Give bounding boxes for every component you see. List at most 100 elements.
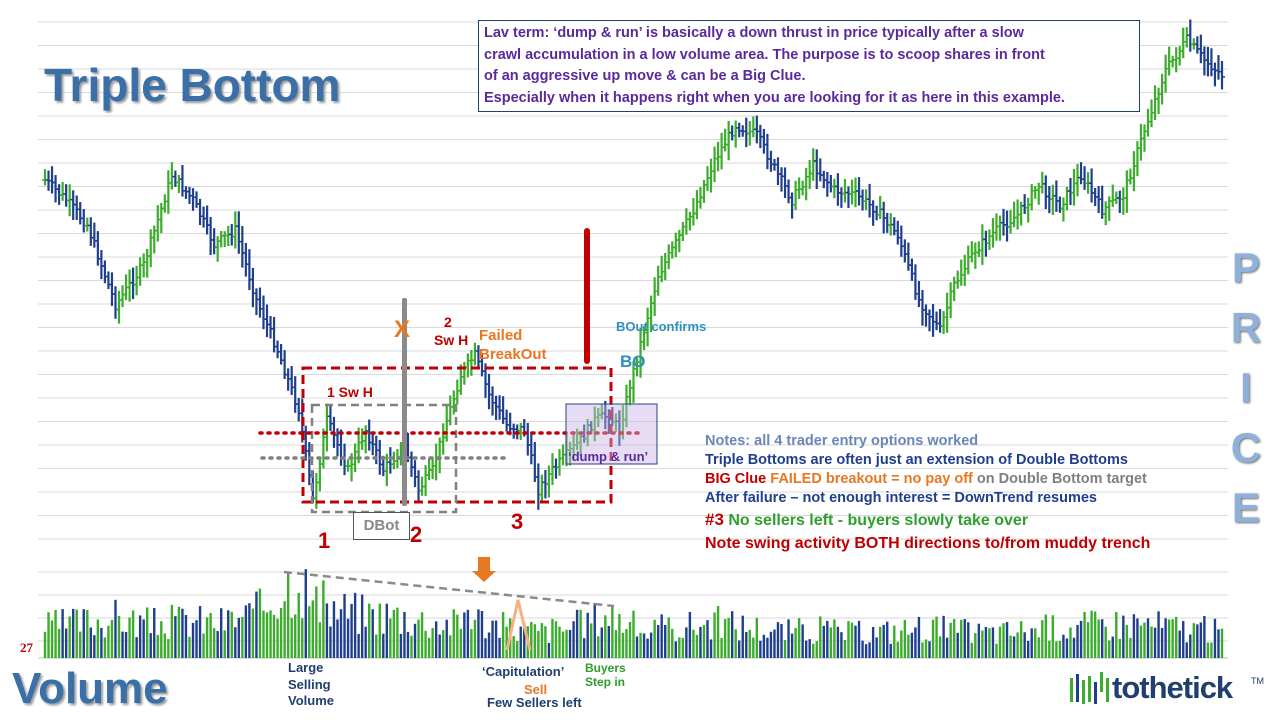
- price-bar: [961, 254, 968, 286]
- price-bar: [94, 231, 101, 266]
- volume-bar: [117, 615, 121, 658]
- price-bar: [80, 209, 87, 233]
- volume-bar: [692, 629, 695, 658]
- volume-bar: [138, 615, 142, 658]
- volume-bar: [727, 617, 730, 658]
- label-failed: Failed: [479, 327, 523, 344]
- price-bar: [246, 249, 253, 291]
- volume-bar: [1097, 619, 1100, 658]
- volume-bar: [110, 619, 114, 658]
- note-line-2: Triple Bottoms are often just an extensi…: [705, 452, 1128, 468]
- price-bar: [151, 225, 158, 254]
- volume-bar: [89, 627, 93, 658]
- price-bar: [73, 195, 80, 220]
- volume-bar: [308, 606, 311, 658]
- volume-bar: [981, 630, 984, 658]
- volume-bar: [1182, 621, 1185, 658]
- price-bar: [1120, 187, 1127, 215]
- price-bar: [302, 425, 309, 461]
- volume-bar: [346, 618, 350, 658]
- info-line-3: Especially when it happens right when yo…: [484, 89, 1065, 106]
- volume-bar: [100, 627, 103, 658]
- price-bar: [436, 437, 443, 474]
- price-bar: [531, 441, 538, 483]
- volume-bar: [290, 617, 293, 658]
- volume-bar: [61, 609, 64, 658]
- volume-bar: [251, 608, 255, 658]
- price-bar: [852, 177, 859, 208]
- price-bar: [278, 343, 285, 365]
- price-bar: [898, 225, 905, 257]
- volume-bar: [1079, 620, 1083, 658]
- price-bar: [179, 165, 186, 197]
- volume-bar: [237, 617, 241, 658]
- price-bar: [362, 425, 369, 454]
- price-bar: [108, 272, 115, 306]
- volume-bar: [1185, 642, 1188, 658]
- volume-bar: [723, 619, 727, 658]
- volume-bar: [991, 627, 995, 658]
- price-bar: [722, 128, 729, 152]
- price-bar: [975, 241, 982, 258]
- volume-bar: [868, 642, 871, 658]
- price-bar: [63, 184, 70, 207]
- label-large: Large: [288, 660, 324, 675]
- volume-bar: [86, 610, 89, 658]
- volume-bar: [1023, 632, 1026, 658]
- price-bar: [806, 159, 813, 190]
- bottom-number-1: 1: [318, 528, 331, 553]
- price-bar: [845, 186, 852, 209]
- volume-bar: [998, 626, 1002, 658]
- volume-bar: [1203, 615, 1206, 658]
- price-bar: [1211, 62, 1218, 87]
- price-bar: [1123, 170, 1130, 213]
- volume-bar: [389, 618, 392, 658]
- volume-bar: [748, 629, 751, 658]
- volume-bar: [988, 628, 991, 658]
- volume-bar: [917, 617, 921, 658]
- volume-bar: [399, 633, 403, 658]
- dbot-label: DBot: [353, 512, 410, 540]
- volume-bar: [516, 640, 519, 658]
- price-bar: [264, 304, 271, 338]
- volume-bar: [586, 612, 589, 658]
- volume-bar: [829, 627, 833, 658]
- volume-bar: [79, 631, 82, 658]
- volume-bar: [1019, 621, 1023, 658]
- volume-bar: [128, 617, 131, 658]
- volume-bar: [265, 612, 269, 658]
- volume-bar: [1115, 612, 1118, 658]
- volume-bar: [1146, 618, 1150, 658]
- price-bar: [824, 171, 831, 197]
- price-bar: [901, 239, 908, 263]
- volume-axis-label: 27: [20, 640, 33, 655]
- volume-bar: [720, 637, 723, 658]
- volume-bar: [1136, 618, 1139, 658]
- volume-bar: [1217, 629, 1220, 658]
- price-bar: [792, 180, 799, 211]
- price-bar: [679, 221, 686, 242]
- volume-bar: [103, 637, 107, 658]
- volume-bar: [449, 635, 452, 658]
- volume-bar: [864, 644, 868, 658]
- volume-bar: [219, 608, 223, 658]
- x-mark: X: [394, 316, 411, 343]
- volume-bar: [149, 633, 152, 658]
- volume-bar: [375, 634, 378, 658]
- volume-bar: [741, 615, 744, 658]
- volume-bar: [135, 637, 138, 658]
- volume-bar: [241, 616, 244, 658]
- volume-bar: [618, 614, 621, 658]
- volume-bar: [71, 608, 75, 658]
- volume-bar: [706, 620, 709, 658]
- volume-bar: [1178, 630, 1181, 658]
- price-bar: [979, 224, 986, 265]
- price-bar: [725, 120, 732, 161]
- volume-bar: [1093, 611, 1097, 658]
- price-letter-4: E: [1231, 484, 1260, 531]
- volume-bar: [621, 632, 625, 658]
- logo-tm: TM: [1251, 676, 1264, 686]
- volume-bar: [494, 620, 498, 658]
- price-bar: [1004, 210, 1011, 242]
